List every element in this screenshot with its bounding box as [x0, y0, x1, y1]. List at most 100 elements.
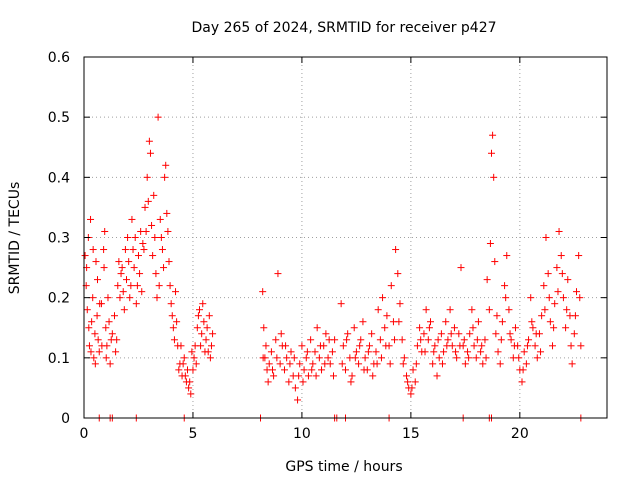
data-point [465, 354, 473, 362]
data-point [386, 360, 394, 368]
data-point [98, 342, 106, 350]
data-point [148, 221, 156, 229]
data-point [497, 336, 505, 344]
data-point [322, 330, 330, 338]
chart-title: Day 265 of 2024, SRMTID for receiver p42… [191, 20, 496, 36]
data-point [116, 294, 124, 302]
data-point [572, 288, 580, 296]
data-point [127, 282, 135, 290]
data-point [540, 282, 548, 290]
data-point [138, 288, 146, 296]
data-point [101, 227, 109, 235]
data-point [347, 378, 355, 386]
data-point [126, 294, 134, 302]
data-point [417, 336, 425, 344]
data-point [94, 276, 102, 284]
data-point [376, 336, 384, 344]
data-point [464, 348, 472, 356]
data-point [124, 234, 132, 241]
data-point [160, 264, 168, 272]
data-point [489, 131, 497, 139]
data-point [102, 354, 110, 362]
data-point [132, 300, 140, 308]
data-point [409, 366, 417, 374]
data-point [546, 318, 554, 326]
data-point [562, 324, 570, 332]
data-point [108, 330, 116, 338]
data-point [125, 258, 133, 266]
data-point [188, 348, 196, 356]
data-point [90, 354, 98, 362]
data-point [396, 300, 404, 308]
data-point [412, 360, 420, 368]
data-point [503, 252, 511, 260]
data-point [309, 360, 317, 368]
data-point [392, 246, 400, 254]
data-point [169, 324, 177, 332]
data-point [440, 348, 448, 356]
data-point [374, 306, 382, 314]
data-point [141, 203, 149, 211]
axis-ticks: 0 5 10 15 20 0 0.1 0.2 0.3 0.4 0.5 0.6 [48, 50, 607, 442]
data-point [85, 342, 93, 350]
data-point [359, 318, 367, 326]
data-point [338, 360, 346, 368]
data-point [115, 258, 123, 266]
data-point [339, 342, 347, 350]
data-point [506, 330, 514, 338]
data-point [186, 378, 194, 386]
data-point [302, 354, 310, 362]
data-point [81, 252, 89, 260]
data-point [425, 324, 433, 332]
data-point [545, 294, 553, 302]
data-point [307, 336, 315, 344]
data-point [325, 336, 333, 344]
data-point [194, 312, 202, 320]
data-point [519, 366, 527, 374]
data-point [193, 324, 201, 332]
data-point [356, 342, 364, 350]
data-point [501, 282, 509, 290]
data-point [350, 324, 358, 332]
data-point [117, 270, 125, 278]
data-point [207, 342, 215, 350]
data-point [369, 372, 377, 380]
x-tick-label: 0 [80, 426, 89, 442]
y-tick-label: 0.1 [48, 351, 70, 367]
data-point [474, 318, 482, 326]
data-point [168, 312, 176, 320]
data-point [563, 306, 571, 314]
data-point [472, 354, 480, 362]
data-point [555, 227, 563, 235]
data-point [120, 306, 128, 314]
data-point [478, 342, 486, 350]
data-point [343, 336, 351, 344]
data-point [403, 372, 411, 380]
data-point [433, 372, 441, 380]
data-point [201, 348, 209, 356]
data-point [416, 324, 424, 332]
data-point [381, 324, 389, 332]
data-point [202, 336, 210, 344]
data-point [163, 209, 171, 217]
x-tick-label: 10 [293, 426, 311, 442]
data-point [529, 324, 537, 332]
data-point [140, 246, 148, 254]
data-point [318, 366, 326, 374]
data-point [398, 336, 406, 344]
data-point [185, 384, 193, 392]
data-point [444, 336, 452, 344]
data-point [83, 306, 91, 314]
data-point [470, 342, 478, 350]
data-point [564, 276, 572, 284]
data-point [443, 342, 451, 350]
data-point [342, 366, 349, 374]
data-point [372, 348, 380, 356]
data-point [382, 342, 390, 350]
data-point [550, 324, 558, 332]
y-tick-label: 0.4 [48, 170, 70, 186]
data-point [106, 360, 114, 368]
data-point [89, 246, 97, 254]
data-point [152, 270, 160, 278]
